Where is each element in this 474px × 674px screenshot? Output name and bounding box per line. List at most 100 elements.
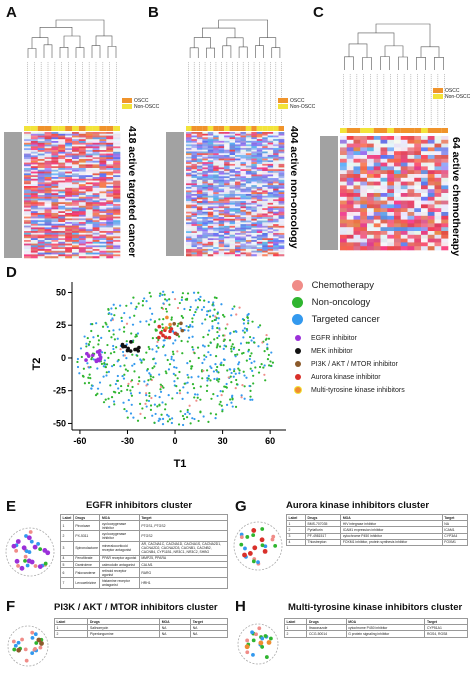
scatter-point [218, 334, 221, 337]
cluster-point [38, 547, 43, 552]
scatter-point [121, 374, 124, 378]
heatmap-cell [202, 231, 209, 234]
scatter-point [158, 318, 161, 321]
scatter-point [156, 340, 159, 344]
heatmap-cell [207, 227, 214, 230]
legend-item-targeted-cancer: Targeted cancer [292, 314, 380, 325]
scatter-point [114, 382, 117, 386]
heatmap-cell [30, 225, 39, 228]
heatmap-cell [218, 201, 225, 204]
heatmap-cell [58, 213, 66, 216]
heatmap-cell [229, 151, 236, 154]
heatmap-cell [229, 156, 236, 159]
scatter-point [117, 391, 121, 395]
heatmap-cell [202, 155, 209, 158]
heatmap-cell [72, 204, 80, 207]
heatmap-cell [245, 254, 252, 257]
heatmap-cell [262, 144, 268, 147]
heatmap-cell [213, 158, 219, 161]
scatter-point [237, 348, 241, 352]
heatmap-cell [92, 205, 100, 208]
heatmap-cell [245, 155, 252, 158]
heatmap-cell [202, 232, 209, 236]
cancer-subtype-cell [30, 126, 38, 131]
heatmap-cell [72, 155, 80, 158]
heatmap-cell [262, 213, 268, 216]
heatmap-cell [235, 209, 241, 213]
heatmap-cell [262, 170, 268, 174]
scatter-point [220, 394, 223, 397]
heatmap-cell [407, 227, 415, 232]
heatmap-cell [235, 144, 241, 147]
aurora-cluster-table: Label Drugs MOA Target 1 BMS-707035 HIV integr… [285, 513, 469, 546]
heatmap-cell [85, 171, 93, 174]
heatmap-cell [99, 139, 107, 142]
heatmap-cell [213, 167, 219, 170]
heatmap-cell [245, 183, 252, 186]
heatmap-cell [434, 136, 442, 141]
heatmap-cell [44, 241, 52, 244]
heatmap-cell [380, 166, 388, 171]
heatmap-cell [240, 252, 247, 255]
heatmap-cell [267, 215, 274, 218]
heatmap-cell [58, 159, 66, 162]
heatmap-cell [229, 227, 236, 230]
heatmap-cell [207, 231, 214, 234]
heatmap-cell [78, 132, 87, 135]
dendrogram-branch [255, 45, 264, 58]
heatmap-cell [262, 243, 268, 246]
scatter-point [206, 310, 209, 313]
heatmap-cell [51, 211, 59, 214]
heatmap-cell [106, 157, 114, 160]
heatmap-cell [251, 201, 258, 204]
heatmap-cell [207, 238, 214, 241]
heatmap-cell [65, 157, 73, 160]
heatmap-cell [427, 215, 435, 220]
table-cell: cyclooxygenase inhibitor [99, 520, 140, 532]
heatmap-cell [224, 160, 230, 163]
heatmap-cell [78, 186, 87, 189]
heatmap-cell [65, 173, 73, 176]
scatter-point [90, 387, 93, 390]
heatmap-cell [340, 208, 348, 213]
heatmap-cell [58, 223, 66, 226]
heatmap-cell [256, 241, 263, 244]
heatmap-cell [207, 234, 214, 237]
heatmap-cell [441, 162, 449, 167]
scatter-point [162, 386, 165, 389]
heatmap-cell [267, 172, 274, 175]
scatter-point [251, 398, 254, 401]
heatmap-cell [106, 144, 114, 147]
heatmap-cell [353, 181, 361, 186]
heatmap-cell [113, 169, 121, 172]
heatmap-cell [213, 194, 219, 197]
heatmap-cell [113, 191, 121, 194]
heatmap-cell [380, 185, 388, 190]
heatmap-cell [106, 141, 114, 144]
scatter-point [127, 382, 130, 385]
heatmap-cell [72, 146, 80, 149]
scatter-point [202, 415, 205, 418]
dendrogram-branch [375, 23, 431, 47]
heatmap-cell [24, 220, 32, 223]
heatmap-cell [346, 185, 354, 190]
heatmap-cell [229, 245, 236, 248]
heatmap-cell [256, 192, 263, 195]
scatter-point [149, 375, 152, 378]
heatmap-cell [267, 211, 274, 214]
heatmap-cell [373, 155, 381, 160]
scatter-point [203, 354, 206, 357]
heatmap-cell [202, 151, 209, 154]
scatter-point [185, 298, 189, 301]
scatter-point [217, 380, 220, 383]
heatmap-cell [196, 224, 203, 227]
scatter-point [249, 398, 252, 401]
heatmap-cell [24, 231, 32, 234]
scatter-point [92, 358, 95, 361]
heatmap-cell [278, 202, 285, 205]
heatmap-cell [213, 206, 219, 209]
heatmap-cell [235, 217, 241, 220]
heatmap-cell [273, 202, 279, 205]
scatter-point [247, 348, 250, 352]
scatter-point [219, 400, 222, 404]
